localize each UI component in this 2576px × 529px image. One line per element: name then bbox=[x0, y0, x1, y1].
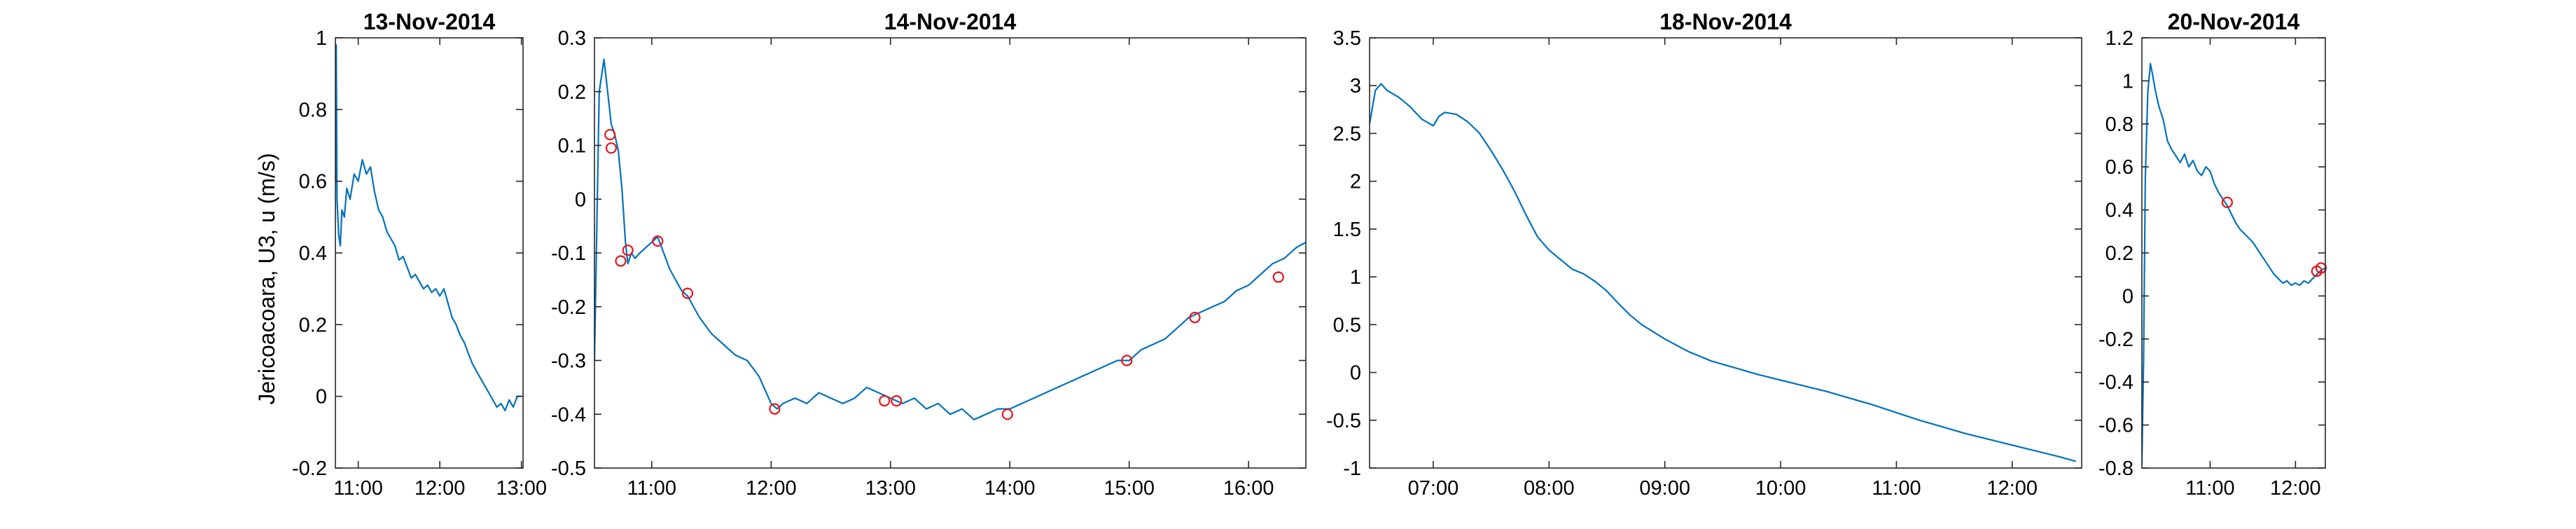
y-tick-label: 2 bbox=[1350, 171, 1361, 193]
x-tick-label: 12:00 bbox=[1986, 477, 2038, 500]
y-tick-label: 0.6 bbox=[2105, 156, 2133, 179]
y-tick-label: 0.1 bbox=[558, 135, 586, 158]
data-marker bbox=[2221, 196, 2233, 208]
data-marker bbox=[605, 142, 618, 154]
y-tick-label: -0.8 bbox=[2098, 458, 2133, 480]
y-tick-label: 3.5 bbox=[1333, 27, 1361, 50]
x-tick-label: 07:00 bbox=[1408, 477, 1459, 500]
y-tick-label: -0.4 bbox=[551, 404, 586, 426]
chart-title: 14-Nov-2014 bbox=[884, 9, 1017, 34]
x-tick-label: 12:00 bbox=[415, 477, 466, 500]
x-tick-label: 09:00 bbox=[1639, 477, 1690, 500]
y-tick-label: 0.8 bbox=[2105, 114, 2133, 136]
chart-panel-1: 13-Nov-2014 -0.2 0 0.2 0.4 0.6 0.8 1 11:00 12:00 1… bbox=[292, 9, 547, 500]
x-tick-label: 16:00 bbox=[1223, 477, 1274, 500]
y-tick-label: 0.2 bbox=[2105, 242, 2133, 265]
data-marker bbox=[615, 255, 627, 267]
chart-panel-2: 14-Nov-2014 -0.5 -0.4 -0.3 -0.2 -0.1 0 0.1 0.2 0.… bbox=[551, 9, 1307, 500]
y-tick-label: -0.4 bbox=[2098, 371, 2133, 394]
y-tick-label: 0.4 bbox=[299, 242, 327, 265]
x-tick-label: 11:00 bbox=[1872, 477, 1921, 500]
chart-title: 13-Nov-2014 bbox=[363, 9, 496, 34]
x-tick-label: 12:00 bbox=[746, 477, 797, 500]
data-marker bbox=[1189, 312, 1201, 324]
data-marker bbox=[1121, 355, 1133, 366]
data-marker bbox=[1272, 271, 1284, 283]
y-tick-label: -0.2 bbox=[292, 458, 327, 480]
y-tick-label: 0.6 bbox=[299, 171, 327, 193]
x-tick-label: 11:00 bbox=[333, 477, 382, 500]
y-tick-label: 0.3 bbox=[558, 27, 586, 50]
x-tick-label: 11:00 bbox=[2185, 477, 2234, 500]
y-tick-label: 3 bbox=[1350, 75, 1361, 97]
x-tick-label: 14:00 bbox=[984, 477, 1036, 500]
x-tick-label: 08:00 bbox=[1524, 477, 1575, 500]
y-tick-label: -0.2 bbox=[551, 296, 586, 319]
y-tick-label: -0.6 bbox=[2098, 415, 2133, 437]
x-tick-label: 13:00 bbox=[496, 477, 547, 500]
series-line bbox=[1370, 83, 2076, 462]
axes-box bbox=[2141, 37, 2326, 469]
y-tick-label: -0.5 bbox=[1326, 410, 1361, 432]
x-tick-label: 13:00 bbox=[865, 477, 916, 500]
y-tick-label: 0 bbox=[1350, 362, 1361, 385]
y-tick-label: 1 bbox=[1350, 266, 1361, 289]
y-tick-label: 0.2 bbox=[558, 81, 586, 104]
series-line bbox=[335, 44, 522, 412]
x-tick-label: 15:00 bbox=[1103, 477, 1155, 500]
data-marker bbox=[622, 245, 634, 256]
chart-title: 18-Nov-2014 bbox=[1659, 9, 1792, 34]
y-tick-label: 0 bbox=[575, 188, 586, 211]
y-tick-label: 0 bbox=[2122, 285, 2133, 308]
y-tick-label: 0.2 bbox=[299, 314, 327, 336]
axes-box bbox=[594, 37, 1307, 469]
y-tick-label: 0.5 bbox=[1333, 314, 1361, 336]
chart-title: 20-Nov-2014 bbox=[2168, 9, 2300, 34]
series-line bbox=[2142, 62, 2325, 464]
y-tick-label: -0.3 bbox=[551, 350, 586, 373]
y-tick-label: -1 bbox=[1343, 458, 1361, 480]
chart-panel-3: 18-Nov-2014 -1 -0.5 0 0.5 1 1.5 2 2.5 3 3.5 07:00 08… bbox=[1326, 9, 2082, 500]
y-axis-label: Jericoacoara, U3, u (m/s) bbox=[254, 153, 279, 404]
axes-box bbox=[1369, 37, 2082, 469]
data-marker bbox=[681, 287, 694, 299]
data-marker bbox=[604, 129, 616, 141]
series-line bbox=[594, 58, 1306, 420]
y-tick-label: 0 bbox=[316, 386, 327, 408]
x-tick-label: 11:00 bbox=[627, 477, 676, 500]
y-tick-label: 2.5 bbox=[1333, 123, 1361, 145]
chart-panel-4: 20-Nov-2014 -0.8 -0.6 -0.4 -0.2 0 0.2 0.4 0.6 0.8… bbox=[2098, 9, 2327, 500]
y-tick-label: -0.1 bbox=[551, 242, 586, 265]
y-tick-label: -0.5 bbox=[551, 458, 586, 480]
data-marker bbox=[891, 394, 903, 407]
y-tick-label: 0.8 bbox=[299, 99, 327, 121]
y-tick-label: -0.2 bbox=[2098, 329, 2133, 351]
y-tick-label: 1.2 bbox=[2105, 27, 2133, 50]
data-marker bbox=[2315, 262, 2327, 274]
y-tick-label: 1.5 bbox=[1333, 219, 1361, 241]
x-tick-label: 12:00 bbox=[2270, 477, 2321, 500]
y-tick-label: 0.4 bbox=[2105, 200, 2133, 222]
data-marker bbox=[1001, 408, 1013, 420]
data-marker bbox=[652, 235, 664, 247]
data-marker bbox=[879, 394, 891, 407]
y-tick-label: 1 bbox=[316, 27, 327, 50]
x-tick-label: 10:00 bbox=[1755, 477, 1806, 500]
y-tick-label: 1 bbox=[2122, 70, 2133, 92]
data-marker bbox=[769, 403, 781, 415]
